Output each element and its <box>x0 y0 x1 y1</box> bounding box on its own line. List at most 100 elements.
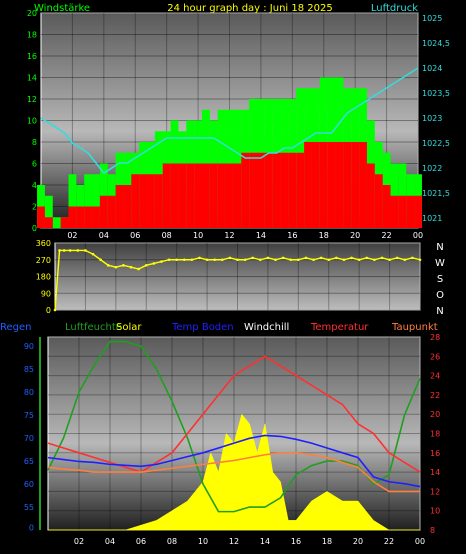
wind-direction-point <box>137 267 140 271</box>
bottom-x-tick-label: 00 <box>415 537 425 546</box>
gust-bar <box>44 217 53 228</box>
top-chart-axes: 0246810121416182010211021,510221022,5102… <box>27 9 450 240</box>
bottom-left-tick-label: 55 <box>24 503 34 512</box>
gust-bar <box>264 152 273 228</box>
bottom-left-tick-label: 0 <box>29 524 34 533</box>
gust-bar <box>304 142 312 228</box>
wind-direction-point <box>213 258 216 262</box>
top-left-tick-label: 20 <box>27 9 37 18</box>
gust-bar <box>68 206 77 228</box>
wind-direction-point <box>76 249 80 252</box>
gust-bar <box>131 174 140 228</box>
bottom-right-tick-label: 24 <box>430 372 440 381</box>
bottom-right-tick-label: 18 <box>430 430 440 439</box>
wind-bar <box>84 174 93 228</box>
top-right-tick-label: 1021,5 <box>422 189 450 198</box>
bottom-right-tick-label: 22 <box>430 391 440 400</box>
top-chart-series <box>37 67 422 228</box>
top-left-axis-title: Windstärke <box>34 3 90 14</box>
bottom-x-tick-label: 04 <box>105 537 115 546</box>
wind-direction-point <box>289 258 293 262</box>
gust-bar <box>351 142 360 228</box>
top-x-tick-label: 16 <box>287 231 297 240</box>
gust-bar <box>233 163 242 228</box>
top-x-tick-label: 14 <box>256 231 266 240</box>
bottom-x-tick-label: 08 <box>167 537 177 546</box>
top-x-tick-label: 04 <box>99 231 109 240</box>
wind-direction-point <box>403 258 407 262</box>
top-left-tick-label: 18 <box>27 31 37 40</box>
wind-direction-point <box>182 258 186 262</box>
gust-bar <box>296 152 305 228</box>
gust-bar <box>154 174 163 228</box>
bottom-x-tick-label: 02 <box>74 537 84 546</box>
gust-bar <box>217 163 226 228</box>
chart-title: 24 hour graph day : Juni 18 2025 <box>167 3 333 14</box>
dir-left-tick-label: 360 <box>36 239 51 248</box>
bottom-right-tick-label: 8 <box>430 526 435 535</box>
gust-bar <box>225 163 234 228</box>
wind-direction-point <box>205 258 209 262</box>
wind-direction-point <box>243 258 247 262</box>
wind-direction-point <box>357 258 361 262</box>
gust-bar <box>60 217 69 228</box>
solar-area <box>48 413 420 531</box>
gust-bar <box>162 163 171 228</box>
wind-direction-point <box>388 258 391 262</box>
bottom-x-tick-label: 22 <box>384 537 394 546</box>
wind-direction-point <box>319 256 323 260</box>
wind-direction-point <box>304 256 308 260</box>
top-left-tick-label: 14 <box>27 74 37 83</box>
dir-left-tick-label: 0 <box>46 306 51 315</box>
pressure-line <box>40 67 419 175</box>
gust-bar <box>84 206 93 228</box>
gust-bar <box>147 174 155 228</box>
wind-direction-point <box>175 258 178 262</box>
top-left-tick-label: 2 <box>32 203 37 212</box>
wind-direction-point <box>62 249 66 252</box>
wind-direction-point <box>251 256 255 260</box>
wind-direction-point <box>84 249 87 252</box>
top-right-tick-label: 1021 <box>422 214 442 223</box>
gust-bar <box>335 142 344 228</box>
top-left-tick-label: 16 <box>27 52 37 61</box>
gust-bar <box>170 163 179 228</box>
top-right-tick-label: 1023,5 <box>422 89 450 98</box>
gust-bar <box>186 163 195 228</box>
gust-bar <box>343 142 352 228</box>
temp-boden-line <box>47 434 421 488</box>
wind-direction-point <box>297 258 300 262</box>
wind-direction-point <box>365 256 369 260</box>
wind-bar <box>68 174 77 228</box>
top-x-tick-label: 18 <box>319 231 329 240</box>
bottom-left-tick-label: 90 <box>24 342 34 351</box>
top-right-tick-label: 1022 <box>422 164 442 173</box>
gust-bar <box>406 195 415 228</box>
bottom-left-tick-label: 70 <box>24 434 34 443</box>
wind-bar <box>44 195 53 228</box>
top-right-tick-label: 1025 <box>422 14 442 23</box>
wind-direction-point <box>395 256 399 260</box>
wind-direction-point <box>373 258 376 262</box>
bottom-chart-axes: 0 55 60 65 70 75 80 85 90 8 10 12 14 16 18 20 22 24 26 28 02… <box>24 333 440 546</box>
wind-direction-point <box>350 256 353 260</box>
gust-bar <box>202 163 210 228</box>
gust-bar <box>256 152 265 228</box>
bottom-right-tick-label: 26 <box>430 352 440 361</box>
wind-direction-point <box>53 308 57 312</box>
wind-direction-point <box>220 258 224 262</box>
gust-bar <box>178 163 187 228</box>
legend-taupunkt: Taupunkt <box>391 322 438 333</box>
dir-compass-label: S <box>437 274 443 285</box>
gust-bar <box>382 185 391 228</box>
wind-direction-point <box>106 264 110 267</box>
taupunkt-line <box>47 451 420 493</box>
direction-chart-series <box>53 249 422 312</box>
top-x-tick-label: 22 <box>381 231 391 240</box>
gust-bar <box>209 163 218 228</box>
wind-direction-point <box>167 258 171 262</box>
top-right-tick-label: 1023 <box>422 114 442 123</box>
